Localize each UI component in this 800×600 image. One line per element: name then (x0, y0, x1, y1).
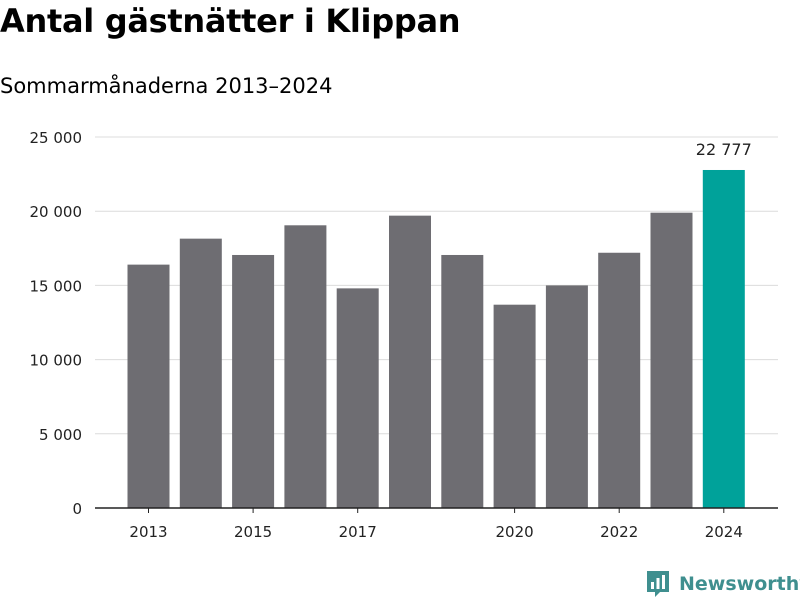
chart-subtitle: Sommarmånaderna 2013–2024 (0, 74, 333, 98)
bar (232, 254, 275, 508)
y-tick-label: 20 000 (30, 203, 83, 221)
chart-title: Antal gästnätter i Klippan (0, 2, 461, 40)
bar-chart-bubble-icon (647, 571, 669, 597)
x-tick-label: 2017 (339, 523, 377, 541)
bar (598, 252, 641, 508)
bar (127, 264, 170, 508)
x-tick-label: 2024 (705, 523, 743, 541)
data-label: 22 777 (696, 140, 752, 159)
y-tick-label: 10 000 (30, 352, 83, 370)
x-tick-label: 2022 (600, 523, 638, 541)
x-tick-label: 2020 (496, 523, 534, 541)
brand-name: Newsworthy (679, 573, 800, 595)
bar (493, 304, 536, 508)
y-tick-label: 0 (72, 500, 82, 518)
bar (441, 254, 484, 508)
bar (389, 215, 431, 509)
y-tick-label: 5 000 (39, 426, 82, 444)
bar (336, 288, 379, 508)
bar (179, 238, 222, 509)
y-tick-label: 25 000 (30, 129, 83, 147)
brand-logo: Newsworthy (645, 569, 800, 599)
bar (545, 285, 588, 508)
bar-highlight (702, 169, 745, 508)
x-tick-label: 2013 (129, 523, 167, 541)
y-tick-label: 15 000 (30, 277, 83, 295)
x-tick-label: 2015 (234, 523, 272, 541)
bar (284, 225, 327, 508)
bar (650, 212, 693, 508)
